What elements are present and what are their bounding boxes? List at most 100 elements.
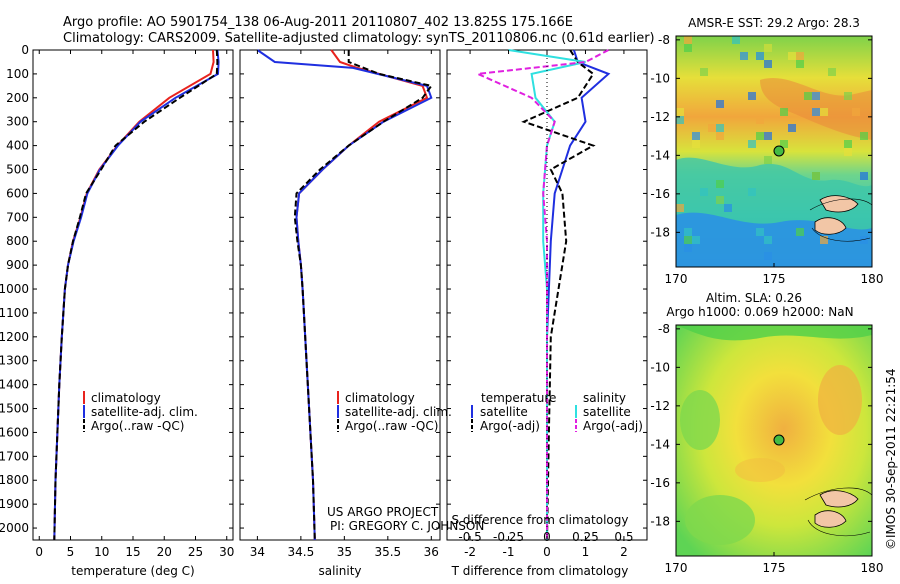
sst-pixel — [676, 204, 684, 212]
depth-tick-label: 700 — [6, 210, 29, 224]
series-line-salinity-argo-adj- — [474, 49, 609, 540]
temperature-panel: 0 5 10 15 20 25 30 — [35, 49, 234, 559]
x-tick-label: 20 — [157, 545, 172, 559]
sst-pixel — [748, 140, 756, 148]
x-tick-label: 35 — [337, 545, 352, 559]
x-tick-label: 0 — [543, 545, 551, 559]
series-line-argo-raw-qc- — [53, 49, 219, 541]
top-x-tick-label: 0.25 — [572, 530, 599, 544]
x-tick-label: 5 — [67, 545, 75, 559]
sst-pixel — [756, 132, 764, 140]
sst-pixel — [804, 92, 812, 100]
depth-tick-label: 500 — [6, 163, 29, 177]
sst-pixel — [780, 108, 788, 116]
depth-tick-label: 1800 — [0, 473, 29, 487]
depth-tick-label: 1200 — [0, 330, 29, 344]
sst-pixel — [756, 116, 764, 124]
sst-pixel — [764, 156, 772, 164]
sst-pixel — [684, 244, 692, 252]
sla-map-title: Altim. SLA: 0.26 — [706, 291, 802, 305]
sst-pixel — [844, 148, 852, 156]
sst-pixel — [756, 52, 764, 60]
depth-tick-label: 1300 — [0, 354, 29, 368]
x-tick-label: 36 — [424, 545, 439, 559]
depth-tick-label: 1400 — [0, 378, 29, 392]
depth-tick-label: 900 — [6, 258, 29, 272]
legend-satellite-adj: satellite-adj. clim. — [345, 405, 452, 419]
legend-sal-satellite: satellite — [583, 405, 631, 419]
sst-pixel — [740, 52, 748, 60]
sla-map-subtitle: Argo h1000: 0.069 h2000: NaN — [666, 305, 853, 319]
sst-pixel — [764, 60, 772, 68]
sst-pixel — [748, 92, 756, 100]
x-tick-label: 25 — [188, 545, 203, 559]
map-x-tick-label: 180 — [861, 272, 884, 286]
depth-tick-label: 1900 — [0, 497, 29, 511]
difference-panel: -2 -1 0 1 2 -0.5 -0.25 0 0.25 0.5 — [458, 49, 633, 559]
legend-temp-satellite: satellite — [480, 405, 528, 419]
map-x-tick-label: 180 — [861, 561, 884, 575]
sst-map-title: AMSR-E SST: 29.2 Argo: 28.3 — [688, 16, 860, 30]
sst-pixel — [860, 172, 868, 180]
sst-pixel — [820, 108, 828, 116]
sst-pixel — [716, 196, 724, 204]
top-x-tick-label: 0.5 — [614, 530, 633, 544]
sst-pixel — [724, 204, 732, 212]
map-y-tick-label: -16 — [650, 187, 670, 201]
legend-title-temperature: temperature — [481, 391, 556, 405]
map-y-tick-label: -12 — [650, 399, 670, 413]
depth-tick-label: 600 — [6, 186, 29, 200]
header-line1: Argo profile: AO 5901754_138 06-Aug-2011… — [63, 15, 573, 30]
sst-pixel — [860, 132, 868, 140]
x-tick-label: 15 — [125, 545, 140, 559]
salinity-panel: 34 34.5 35 35.5 36 — [250, 49, 439, 559]
series-line-climatology — [295, 49, 429, 541]
map-y-tick-label: -18 — [650, 514, 670, 528]
depth-tick-label: 300 — [6, 115, 29, 129]
depth-tick-label: 0 — [21, 43, 29, 57]
map-y-tick-label: -8 — [658, 33, 670, 47]
sla-argo-marker — [773, 434, 785, 446]
map-y-tick-label: -14 — [650, 437, 670, 451]
sst-pixel — [812, 92, 820, 100]
x-tick-label: 34 — [250, 545, 265, 559]
sst-pixel — [700, 188, 708, 196]
sst-pixel — [748, 188, 756, 196]
x-tick-label: -1 — [503, 545, 515, 559]
salinity-xlabel: salinity — [318, 564, 361, 578]
depth-tick-label: 200 — [6, 91, 29, 105]
sst-pixel — [764, 252, 772, 260]
salinity-panel-frame — [239, 49, 441, 541]
x-tick-label: 0 — [35, 545, 43, 559]
legend-climatology: climatology — [91, 391, 161, 405]
legend-argo: Argo(..raw -QC) — [91, 419, 184, 433]
sst-pixel — [684, 36, 692, 44]
sst-pixel — [812, 108, 820, 116]
depth-tick-label: 1600 — [0, 425, 29, 439]
sst-pixel — [716, 132, 724, 140]
salinity-legend: climatology satellite-adj. clim. Argo(..… — [337, 391, 452, 433]
depth-tick-label: 100 — [6, 67, 29, 81]
pi-credit: PI: GREGORY C. JOHNSON — [330, 519, 484, 533]
map-y-tick-label: -16 — [650, 476, 670, 490]
x-tick-label: 34.5 — [288, 545, 315, 559]
map-y-tick-label: -10 — [650, 71, 670, 85]
depth-tick-label: 800 — [6, 234, 29, 248]
sla-map-axes: 170 175 180 -8 -10 -12 -14 -16 -18 — [650, 322, 883, 575]
header-line2: Climatology: CARS2009. Satellite-adjuste… — [63, 31, 655, 46]
x-tick-label: 2 — [620, 545, 628, 559]
series-line-temperature-argo-adj- — [521, 49, 596, 541]
x-tick-label: 1 — [582, 545, 590, 559]
map-y-tick-label: -12 — [650, 110, 670, 124]
series-line-temperature-satellite — [546, 49, 611, 540]
depth-tick-label: 2000 — [0, 521, 29, 535]
series-line-argo-raw-qc- — [293, 50, 434, 541]
sst-pixel — [692, 132, 700, 140]
map-x-tick-label: 170 — [665, 272, 688, 286]
sst-pixel — [676, 108, 684, 116]
x-tick-label: 30 — [219, 545, 234, 559]
sst-map-axes: 170 175 180 -8 -10 -12 -14 -16 -18 — [650, 33, 883, 286]
difference-legend: temperature salinity satellite Argo(-adj… — [471, 391, 643, 433]
sst-pixel — [788, 124, 796, 132]
